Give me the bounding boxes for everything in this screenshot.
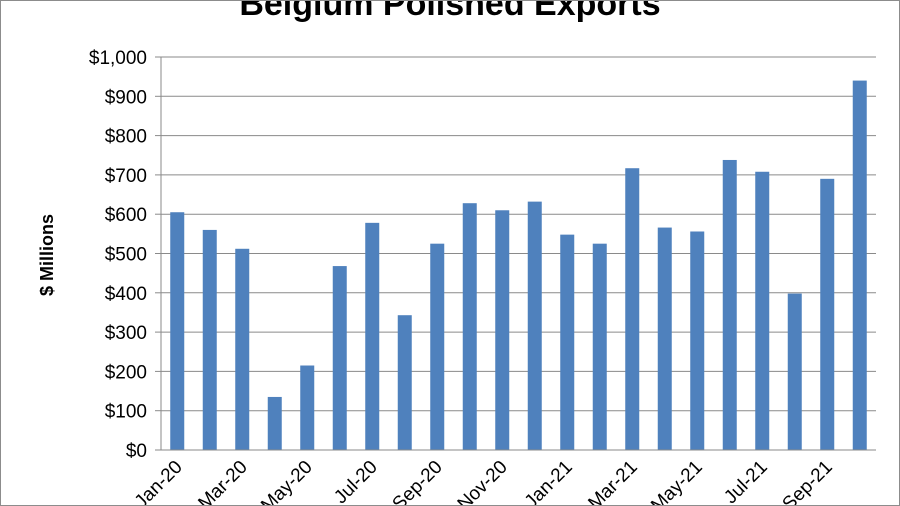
x-tick-label: Nov-20 [454, 457, 512, 505]
bars [170, 80, 867, 451]
y-tick-label: $500 [105, 245, 147, 266]
bar-Apr-20 [267, 396, 282, 450]
bar-Jun-20 [332, 266, 347, 450]
x-tick-label: Jul-20 [330, 457, 381, 505]
x-tick-label: Jan-20 [131, 457, 187, 505]
x-tick-label: Sep-20 [389, 457, 447, 505]
x-tick-label: Sep-21 [779, 457, 837, 505]
bar-Aug-20 [397, 315, 412, 450]
bar-Feb-20 [202, 229, 217, 450]
bar-Jun-21 [722, 159, 737, 450]
bar-May-20 [300, 365, 315, 450]
bar-Mar-21 [625, 168, 640, 450]
bar-Nov-20 [495, 210, 510, 450]
bar-Apr-21 [657, 227, 672, 450]
bar-Aug-21 [787, 293, 802, 450]
x-tick-label: May-21 [647, 457, 707, 505]
bar-Sep-21 [820, 178, 835, 450]
y-tick-label: $900 [105, 87, 147, 108]
y-tick-label: $700 [105, 166, 147, 187]
y-axis-label: $ Millions [37, 214, 57, 296]
y-tick-label: $600 [105, 205, 147, 226]
bar-Jan-20 [170, 212, 185, 450]
y-tick-label: $1,000 [89, 48, 147, 69]
x-tick-label: Jan-21 [521, 457, 577, 505]
bar-Feb-21 [592, 243, 607, 450]
x-tick-label: Jul-21 [720, 457, 771, 505]
bar-Oct-20 [462, 203, 477, 450]
bar-Jul-20 [365, 222, 380, 450]
bar-Jan-21 [560, 234, 575, 450]
y-tick-label: $100 [105, 402, 147, 423]
y-tick-label: $300 [105, 323, 147, 344]
bar-Oct-21 [852, 80, 867, 450]
x-tick-label: May-20 [257, 457, 317, 505]
x-tick-label: Mar-20 [194, 457, 251, 505]
bar-Dec-20 [527, 201, 542, 450]
bar-May-21 [690, 231, 705, 450]
chart-title: Belgium Polished Exports [239, 1, 660, 23]
x-tick-label: Mar-21 [584, 457, 641, 505]
bar-Jul-21 [755, 171, 770, 451]
y-tick-label: $400 [105, 284, 147, 305]
y-tick-label: $0 [126, 441, 147, 462]
bar-Sep-20 [430, 243, 445, 450]
y-tick-label: $800 [105, 127, 147, 148]
y-tick-label: $200 [105, 362, 147, 383]
bar-Mar-20 [235, 248, 250, 450]
y-tick-labels: $0 $100 $200 $300 $400 $500 $600 $700 $800 $900 $1… [89, 48, 161, 462]
gridlines [161, 56, 876, 412]
x-tick-labels: Jan-20 Mar-20 May-20 Jul-20 Sep-20 Nov-20 Jan-… [131, 457, 837, 505]
